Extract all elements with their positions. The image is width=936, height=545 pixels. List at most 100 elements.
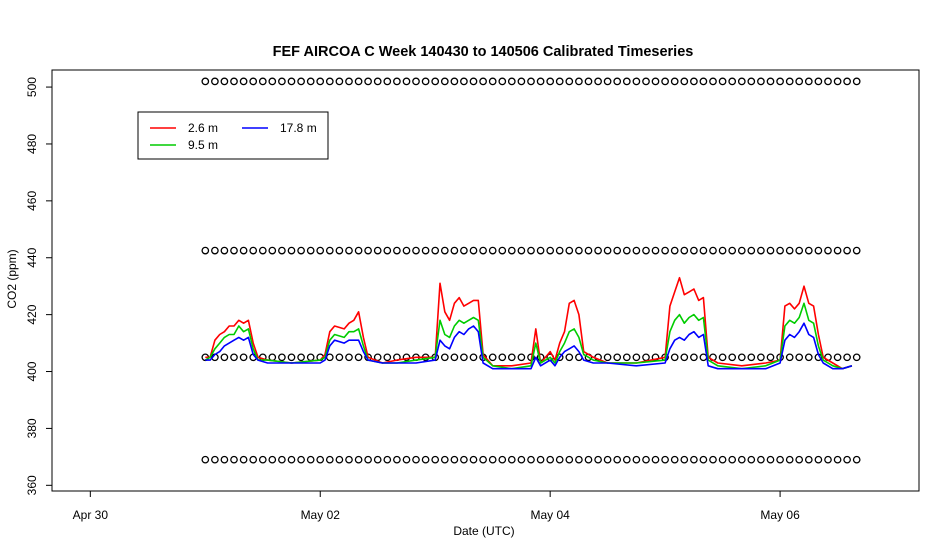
reference-point (287, 455, 296, 464)
reference-point (268, 246, 277, 255)
reference-point (402, 246, 411, 255)
reference-point (680, 455, 689, 464)
reference-point (670, 246, 679, 255)
reference-point (440, 353, 449, 362)
reference-point (824, 246, 832, 255)
reference-point (469, 246, 478, 255)
reference-point (843, 353, 851, 362)
reference-point (546, 77, 555, 86)
reference-point (354, 353, 363, 362)
reference-point (230, 77, 238, 86)
reference-point (603, 246, 612, 255)
reference-point (460, 77, 468, 86)
reference-point (498, 455, 507, 464)
series-line (205, 322, 853, 370)
reference-point (661, 455, 669, 464)
reference-point (613, 246, 622, 255)
reference-point (766, 455, 775, 464)
reference-point (364, 246, 372, 255)
reference-point (431, 246, 440, 255)
reference-point (325, 353, 334, 362)
reference-point (268, 353, 277, 362)
reference-point (383, 455, 392, 464)
reference-point (402, 455, 411, 464)
reference-point (843, 455, 851, 464)
reference-point (613, 77, 622, 86)
reference-point (383, 77, 392, 86)
reference-point (239, 455, 248, 464)
reference-point (680, 353, 689, 362)
reference-point (632, 455, 641, 464)
reference-point (249, 77, 258, 86)
reference-point (852, 77, 861, 86)
reference-point (220, 353, 229, 362)
reference-point (249, 455, 258, 464)
y-tick-label: 360 (25, 475, 39, 495)
reference-point (373, 77, 382, 86)
reference-point (690, 246, 698, 255)
reference-point (412, 455, 420, 464)
reference-point (325, 455, 334, 464)
reference-point (622, 77, 631, 86)
reference-point (354, 77, 363, 86)
reference-point (661, 77, 669, 86)
reference-point (728, 246, 737, 255)
reference-point (575, 77, 583, 86)
legend-label: 9.5 m (188, 138, 218, 152)
reference-point (278, 77, 286, 86)
reference-point (325, 77, 334, 86)
reference-point (278, 353, 286, 362)
reference-point (728, 77, 737, 86)
reference-point (536, 246, 545, 255)
reference-point (795, 77, 804, 86)
reference-point (460, 455, 468, 464)
reference-point (651, 455, 660, 464)
reference-point (527, 77, 535, 86)
reference-point (258, 455, 267, 464)
reference-point (201, 246, 210, 255)
reference-point (517, 77, 526, 86)
reference-point (230, 246, 238, 255)
reference-point (460, 246, 468, 255)
reference-point (795, 455, 804, 464)
reference-point (565, 455, 574, 464)
reference-point (393, 455, 401, 464)
reference-point (211, 455, 219, 464)
x-tick-label: Apr 30 (73, 508, 109, 522)
reference-point (393, 246, 401, 255)
y-tick-label: 400 (25, 361, 39, 381)
reference-point (690, 455, 698, 464)
reference-point (785, 246, 794, 255)
series-lines (204, 276, 853, 370)
reference-point (747, 77, 756, 86)
reference-point (795, 246, 804, 255)
y-axis: 360 380 400 420 440 460 480 500 (25, 77, 52, 495)
x-tick-label: May 06 (760, 508, 800, 522)
reference-point (575, 246, 583, 255)
reference-point (603, 353, 612, 362)
reference-point (498, 246, 507, 255)
reference-point (642, 455, 650, 464)
chart-title: FEF AIRCOA C Week 140430 to 140506 Calib… (273, 44, 694, 60)
reference-point (431, 77, 440, 86)
reference-point (613, 455, 622, 464)
reference-point (345, 353, 353, 362)
reference-point (670, 77, 679, 86)
reference-point (843, 77, 851, 86)
reference-point (747, 455, 756, 464)
reference-point (776, 77, 784, 86)
reference-point (613, 353, 622, 362)
reference-point (833, 77, 842, 86)
reference-point (517, 455, 526, 464)
reference-point (747, 353, 756, 362)
reference-point (757, 455, 765, 464)
reference-point (479, 246, 487, 255)
reference-point (517, 246, 526, 255)
reference-point (220, 455, 229, 464)
reference-point (345, 455, 353, 464)
reference-point (852, 455, 861, 464)
reference-point (469, 353, 478, 362)
reference-point (335, 77, 344, 86)
reference-point (622, 455, 631, 464)
reference-point (776, 455, 784, 464)
